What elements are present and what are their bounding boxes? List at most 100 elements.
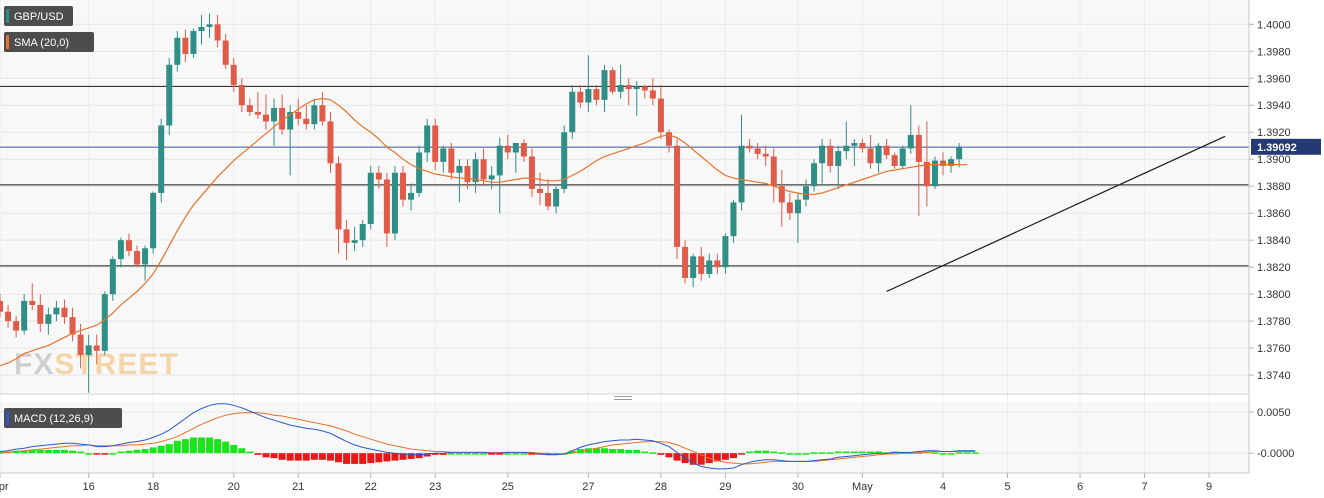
macd-histogram-bar bbox=[592, 448, 600, 454]
macd-histogram-bar bbox=[375, 453, 383, 463]
y-tick-label: 1.3820 bbox=[1257, 262, 1291, 274]
candle-body bbox=[246, 105, 253, 112]
candle-body bbox=[101, 294, 108, 351]
macd-histogram-bar bbox=[713, 453, 721, 462]
candle bbox=[794, 192, 801, 243]
candle-body bbox=[198, 26, 205, 32]
macd-histogram-bar bbox=[850, 451, 858, 454]
candle-body bbox=[190, 31, 197, 54]
candle bbox=[553, 186, 560, 214]
candle bbox=[295, 98, 302, 126]
candle bbox=[5, 304, 12, 328]
macd-histogram-bar bbox=[206, 437, 214, 454]
legend-item: MACD (12,26,9) bbox=[4, 408, 122, 428]
candle bbox=[682, 240, 689, 284]
candle-body bbox=[496, 145, 503, 176]
macd-histogram-bar bbox=[802, 453, 810, 455]
candle bbox=[778, 170, 785, 227]
candle bbox=[408, 183, 415, 211]
legend-item: SMA (20,0) bbox=[4, 32, 94, 52]
candle-body bbox=[891, 155, 898, 166]
candle-body bbox=[940, 160, 947, 166]
candle-body bbox=[29, 300, 36, 305]
candle bbox=[69, 307, 76, 342]
watermark: FXSTREET bbox=[14, 348, 179, 381]
candle bbox=[287, 105, 294, 176]
candle-body bbox=[601, 70, 608, 100]
candle-body bbox=[488, 175, 495, 180]
y-tick-label: 1.3800 bbox=[1257, 289, 1291, 301]
candle bbox=[21, 294, 28, 335]
candle bbox=[956, 143, 963, 168]
candle bbox=[722, 233, 729, 274]
candle bbox=[754, 143, 761, 160]
macd-histogram-bar bbox=[528, 453, 536, 455]
candle bbox=[738, 114, 745, 211]
x-tick-label: 23 bbox=[429, 481, 441, 493]
candle bbox=[271, 98, 278, 146]
macd-histogram-bar bbox=[858, 451, 866, 454]
macd-histogram-bar bbox=[181, 439, 189, 454]
candle-body bbox=[0, 300, 3, 312]
macd-histogram-bar bbox=[625, 449, 633, 454]
macd-histogram-bar bbox=[101, 453, 109, 455]
macd-histogram-bar bbox=[383, 453, 391, 462]
macd-histogram-bar bbox=[423, 453, 431, 457]
macd-histogram-bar bbox=[44, 449, 52, 454]
candle-body bbox=[166, 64, 173, 126]
macd-histogram-bar bbox=[117, 451, 125, 454]
candle bbox=[198, 14, 205, 45]
candle bbox=[657, 85, 664, 139]
candle-body bbox=[528, 156, 535, 189]
macd-histogram-bar bbox=[770, 451, 778, 454]
macd-histogram-bar bbox=[584, 448, 592, 454]
macd-histogram-bar bbox=[738, 453, 746, 455]
candle bbox=[303, 105, 310, 130]
macd-histogram-bar bbox=[230, 444, 238, 454]
candle bbox=[803, 179, 809, 207]
candle-body bbox=[931, 160, 938, 187]
macd-histogram-bar bbox=[641, 451, 649, 454]
macd-histogram-bar bbox=[302, 453, 310, 461]
candles bbox=[0, 13, 963, 393]
candle-body bbox=[287, 111, 294, 130]
candle-body bbox=[867, 148, 874, 164]
last-price-box bbox=[1251, 138, 1321, 155]
pane-resize-handle[interactable] bbox=[614, 396, 632, 400]
candle-body bbox=[569, 91, 576, 133]
candle bbox=[158, 118, 165, 203]
macd-tick-label: 0.0050 bbox=[1257, 407, 1291, 419]
candle-body bbox=[117, 240, 124, 260]
macd-histogram-bar bbox=[149, 447, 157, 454]
macd-histogram-bar bbox=[826, 452, 834, 454]
candle-body bbox=[577, 91, 584, 103]
candle-body bbox=[408, 192, 415, 200]
macd-histogram-bar bbox=[480, 453, 488, 455]
candle bbox=[359, 219, 366, 247]
x-tick-label: 20 bbox=[228, 481, 240, 493]
macd-histogram-bar bbox=[133, 449, 141, 454]
candle bbox=[222, 33, 229, 69]
candle bbox=[690, 253, 697, 288]
candle bbox=[674, 138, 681, 260]
macd-histogram-bar bbox=[496, 453, 504, 455]
candle bbox=[101, 291, 108, 355]
candle bbox=[512, 143, 519, 173]
candle-body bbox=[617, 85, 624, 92]
candle bbox=[931, 156, 938, 189]
candle-body bbox=[262, 114, 269, 122]
candle bbox=[45, 307, 52, 335]
candle bbox=[254, 91, 261, 119]
candle-body bbox=[303, 118, 310, 125]
candle bbox=[593, 85, 600, 106]
candle bbox=[174, 31, 181, 72]
macd-histogram-bar bbox=[697, 453, 705, 465]
y-tick-label: 1.3940 bbox=[1257, 100, 1291, 112]
macd-histogram-bar bbox=[351, 453, 359, 464]
candle bbox=[424, 118, 431, 162]
macd-histogram-bar bbox=[286, 453, 294, 461]
candle bbox=[746, 138, 753, 153]
x-tick-label: 16 bbox=[83, 481, 95, 493]
macd-histogram-bar bbox=[762, 450, 770, 454]
macd-histogram-bar bbox=[294, 453, 302, 461]
